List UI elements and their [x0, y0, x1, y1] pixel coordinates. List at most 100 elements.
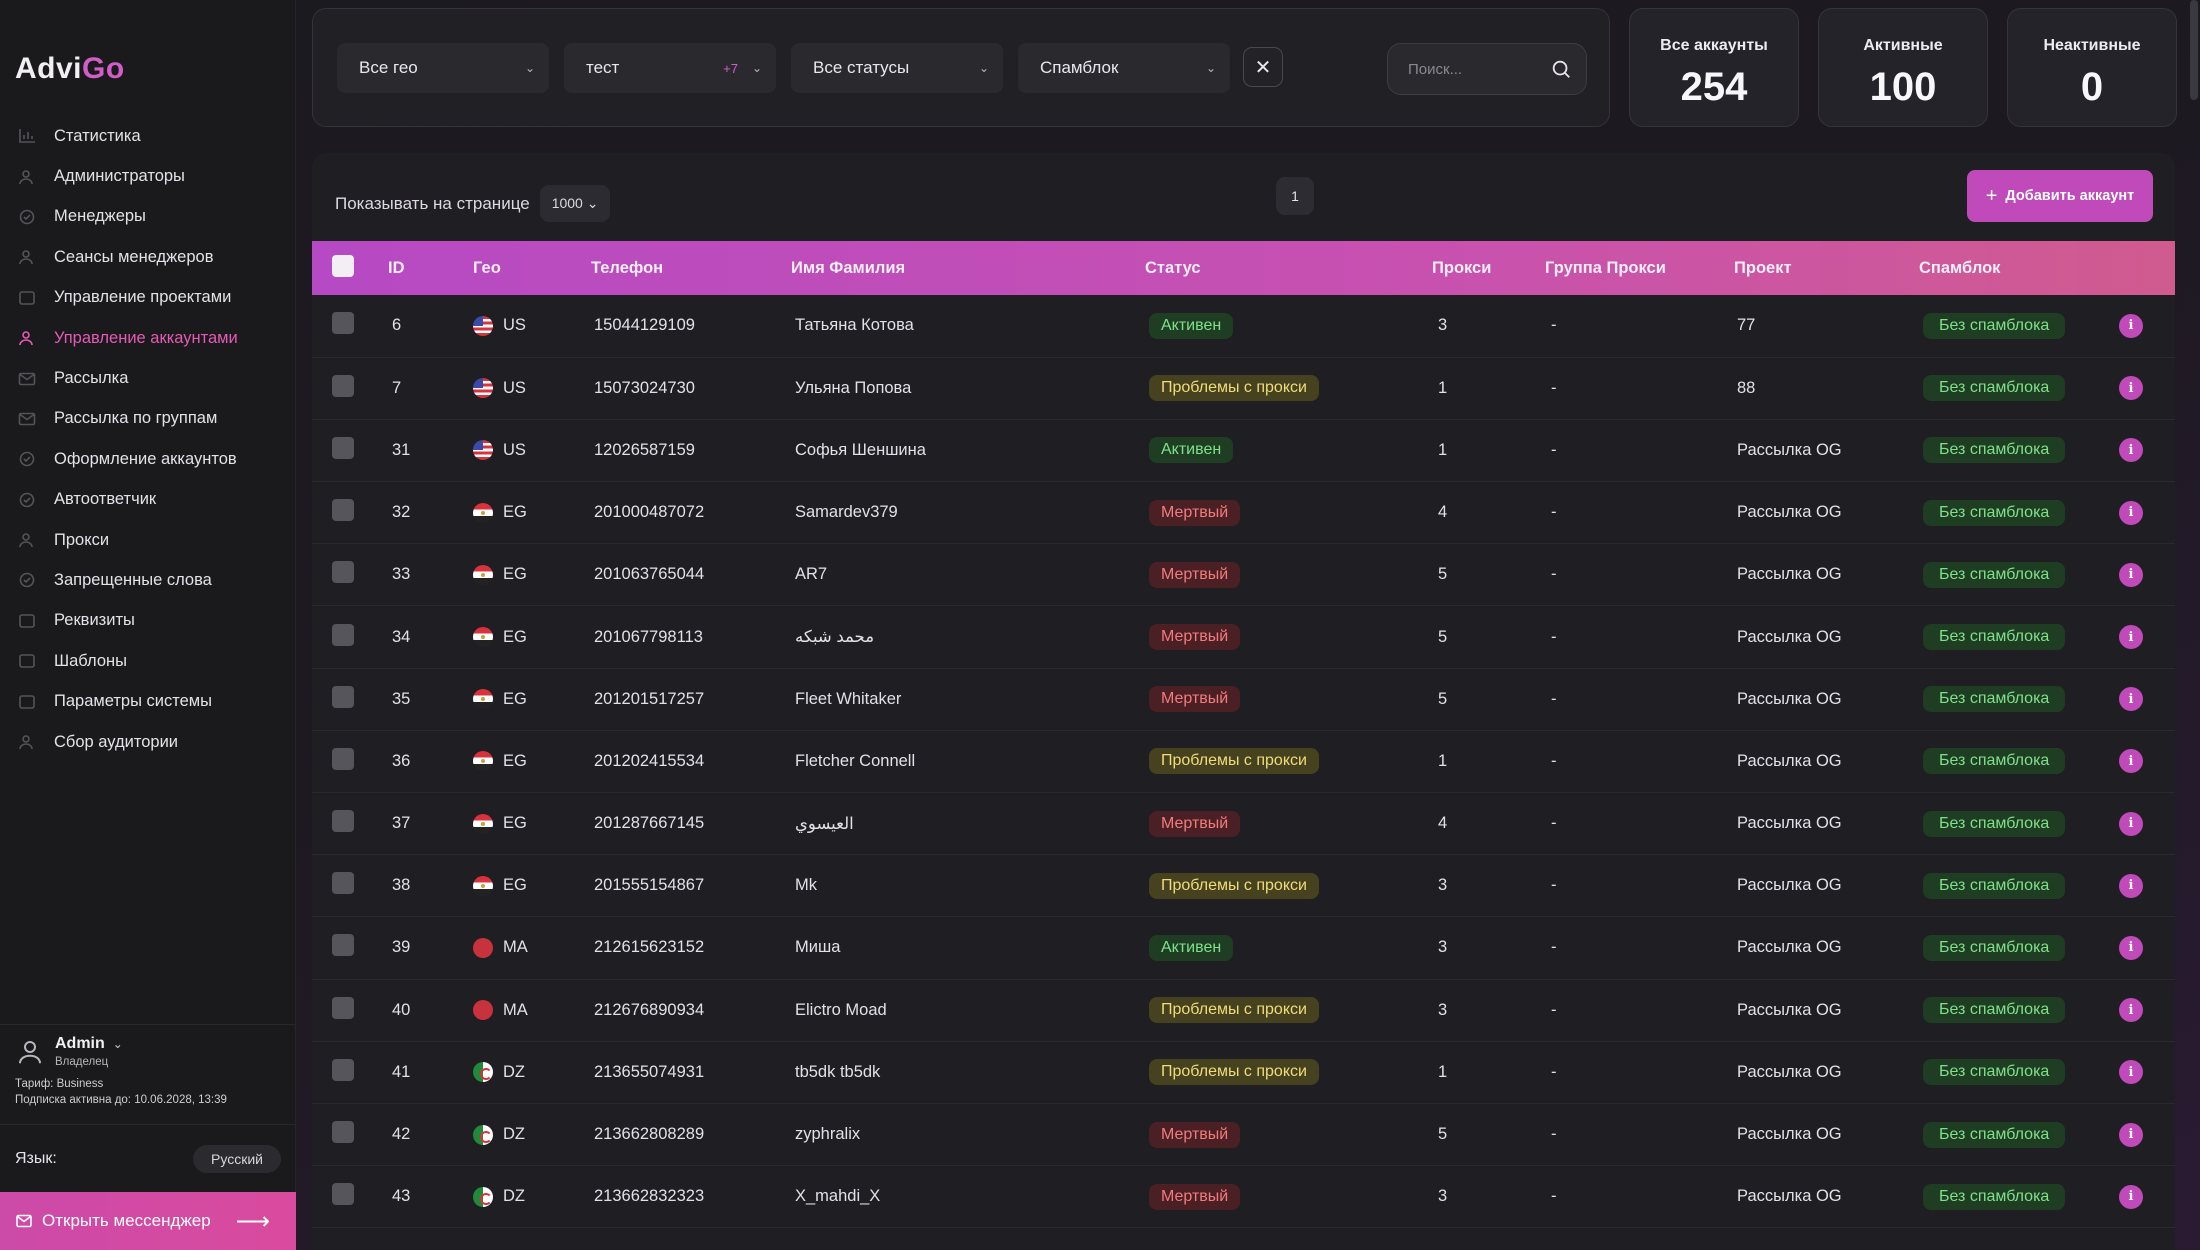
spamblock-badge: Без спамблока	[1923, 499, 2066, 526]
cell-proxy-group: -	[1551, 440, 1557, 459]
info-icon[interactable]: i	[2119, 998, 2143, 1023]
page-button[interactable]: 1	[1276, 177, 1314, 215]
column-header-proxy[interactable]: Прокси	[1432, 258, 1492, 277]
column-header-project[interactable]: Проект	[1734, 258, 1792, 277]
sidebar-item[interactable]: Администраторы	[0, 156, 296, 196]
column-header-phone[interactable]: Телефон	[591, 258, 664, 277]
sidebar-item[interactable]: Статистика	[0, 116, 296, 156]
geo-select[interactable]: Все гео ⌄	[337, 43, 549, 93]
table-row[interactable]: 31 US 12026587159 Софья Шеншина Активен 1 - Рас…	[312, 419, 2175, 482]
table-row[interactable]: 35 EG 201201517257 Fleet Whitaker Мертвый 5 - Р…	[312, 668, 2175, 731]
info-icon[interactable]: i	[2119, 438, 2143, 463]
info-icon[interactable]: i	[2119, 313, 2143, 338]
sidebar-item[interactable]: Рассылка по группам	[0, 399, 296, 439]
table-row[interactable]: 43 DZ 213662832323 X_mahdi_X Мертвый 3 - Рассыл…	[312, 1166, 2175, 1228]
select-all-checkbox[interactable]	[332, 254, 354, 277]
table-row[interactable]: 42 DZ 213662808289 zyphralix Мертвый 5 - Рассыл…	[312, 1103, 2175, 1166]
app-logo[interactable]: AdviGo	[15, 52, 125, 85]
search-input[interactable]	[1408, 60, 1548, 78]
table-row[interactable]: 7 US 15073024730 Ульяна Попова Проблемы с пр…	[312, 357, 2175, 420]
column-header-name[interactable]: Имя Фамилия	[791, 258, 906, 277]
info-icon[interactable]: i	[2119, 873, 2143, 898]
column-header-proxy-group[interactable]: Группа Прокси	[1545, 258, 1666, 277]
sidebar-item[interactable]: Автоответчик	[0, 480, 296, 520]
row-checkbox[interactable]	[332, 747, 354, 770]
row-checkbox[interactable]	[332, 374, 354, 397]
row-checkbox[interactable]	[332, 934, 354, 957]
clear-filters-button[interactable]: ✕	[1243, 47, 1283, 87]
row-checkbox[interactable]	[332, 1121, 354, 1144]
flag-us-icon	[473, 378, 493, 399]
table-row[interactable]: 6 US 15044129109 Татьяна Котова Активен 3 - 77 Б…	[312, 295, 2175, 358]
info-icon[interactable]: i	[2119, 687, 2143, 712]
user-menu[interactable]: Admin ⌄	[55, 1035, 123, 1053]
language-select[interactable]: Русский	[193, 1145, 281, 1173]
table-row[interactable]: 36 EG 201202415534 Fletcher Connell Проблемы…	[312, 730, 2175, 793]
column-header-spamblock[interactable]: Спамблок	[1919, 258, 2001, 277]
project-select[interactable]: тест +7 ⌄	[564, 43, 776, 93]
row-checkbox[interactable]	[332, 996, 354, 1019]
open-messenger-button[interactable]: Открыть мессенджер ⟶	[0, 1192, 296, 1250]
table-row[interactable]: 33 EG 201063765044 AR7 Мертвый 5 - Рассылка OG Б…	[312, 544, 2175, 606]
table-row[interactable]: 39 MA 212615623152 Миша Активен 3 - Рассылка OG…	[312, 917, 2175, 980]
row-checkbox[interactable]	[332, 499, 354, 522]
info-icon[interactable]: i	[2119, 1122, 2143, 1147]
row-checkbox[interactable]	[332, 685, 354, 708]
row-checkbox[interactable]	[332, 561, 354, 584]
stat-inactive: Неактивные 0	[2007, 8, 2177, 127]
sidebar-item[interactable]: Реквизиты	[0, 601, 296, 641]
cell-project: Рассылка OG	[1737, 627, 1842, 646]
spamblock-select[interactable]: Спамблок ⌄	[1018, 43, 1230, 93]
table-row[interactable]: 41 DZ 213655074931 tb5dk tb5dk Проблемы с пр…	[312, 1041, 2175, 1104]
sidebar-item[interactable]: Управление аккаунтами	[0, 318, 296, 358]
table-row[interactable]: 38 EG 201555154867 Mk Проблемы с прокси 3 - Рас…	[312, 855, 2175, 917]
info-icon[interactable]: i	[2119, 562, 2143, 587]
row-checkbox[interactable]	[332, 623, 354, 646]
table-row[interactable]: 32 EG 201000487072 Samardev379 Мертвый 4 - Расс…	[312, 482, 2175, 544]
info-icon[interactable]: i	[2119, 500, 2143, 525]
sidebar-item[interactable]: Запрещенные слова	[0, 560, 296, 600]
sidebar-item[interactable]: Рассылка	[0, 358, 296, 398]
column-header-status[interactable]: Статус	[1145, 258, 1201, 277]
sidebar-item-label: Администраторы	[54, 167, 185, 186]
column-header-id[interactable]: ID	[388, 258, 405, 277]
row-checkbox[interactable]	[332, 436, 354, 459]
sidebar-item[interactable]: Менеджеры	[0, 197, 296, 237]
page-scrollbar[interactable]	[2190, 0, 2198, 100]
row-checkbox[interactable]	[332, 1183, 354, 1206]
info-icon[interactable]: i	[2119, 1060, 2143, 1085]
info-icon[interactable]: i	[2119, 376, 2143, 401]
cell-geo: EG	[503, 876, 527, 895]
cell-project: Рассылка OG	[1737, 503, 1842, 522]
sidebar-item[interactable]: Сбор аудитории	[0, 722, 296, 762]
row-checkbox[interactable]	[332, 810, 354, 833]
mail-icon	[16, 1214, 32, 1228]
table-row[interactable]: 40 MA 212676890934 Elictro Moad Проблемы с п…	[312, 979, 2175, 1042]
flag-dz-icon	[473, 1186, 493, 1207]
sidebar-item[interactable]: Оформление аккаунтов	[0, 439, 296, 479]
sidebar-item[interactable]: Управление проектами	[0, 278, 296, 318]
status-select[interactable]: Все статусы ⌄	[791, 43, 1003, 93]
sidebar-item[interactable]: Параметры системы	[0, 681, 296, 721]
status-badge: Активен	[1149, 934, 1234, 961]
row-checkbox[interactable]	[332, 312, 354, 335]
status-badge: Мертвый	[1149, 499, 1241, 526]
info-icon[interactable]: i	[2119, 1184, 2143, 1209]
add-account-button[interactable]: + Добавить аккаунт	[1967, 170, 2153, 222]
row-checkbox[interactable]	[332, 872, 354, 895]
column-header-geo[interactable]: Гео	[473, 258, 501, 277]
sidebar-item[interactable]: Шаблоны	[0, 641, 296, 681]
info-icon[interactable]: i	[2119, 935, 2143, 960]
spamblock-badge: Без спамблока	[1923, 437, 2066, 464]
table-row[interactable]: 34 EG 201067798113 محمد شبكه Мертвый 5 - Рассыл…	[312, 606, 2175, 669]
info-icon[interactable]: i	[2119, 749, 2143, 774]
info-icon[interactable]: i	[2119, 625, 2143, 650]
per-page-select[interactable]: 1000 ⌄	[539, 185, 611, 222]
sidebar-item[interactable]: Сеансы менеджеров	[0, 237, 296, 277]
info-icon[interactable]: i	[2119, 811, 2143, 836]
project-select-value: тест	[586, 58, 620, 77]
search-icon[interactable]	[1550, 58, 1572, 84]
row-checkbox[interactable]	[332, 1058, 354, 1081]
table-row[interactable]: 37 EG 201287667145 العيسوي Мертвый 4 - Рассылка…	[312, 793, 2175, 855]
sidebar-item[interactable]: Прокси	[0, 520, 296, 560]
